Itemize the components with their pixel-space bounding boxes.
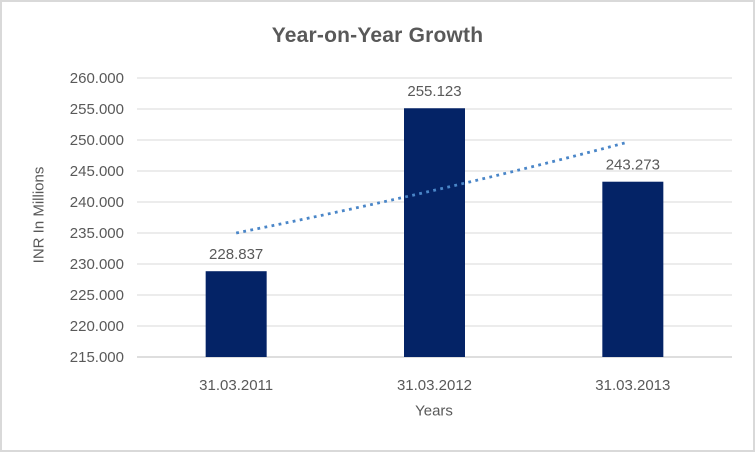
bar-data-label: 243.273 bbox=[606, 157, 660, 174]
y-tick-label: 240.000 bbox=[70, 194, 124, 211]
bar-data-label: 228.837 bbox=[209, 246, 263, 263]
y-tick-label: 245.000 bbox=[70, 163, 124, 180]
y-tick-label: 225.000 bbox=[70, 287, 124, 304]
x-category-label: 31.03.2013 bbox=[595, 377, 670, 394]
bar bbox=[404, 108, 465, 357]
y-tick-label: 230.000 bbox=[70, 256, 124, 273]
x-category-label: 31.03.2011 bbox=[199, 377, 273, 394]
y-tick-label: 260.000 bbox=[70, 70, 124, 87]
y-tick-label: 220.000 bbox=[70, 318, 124, 335]
trendline bbox=[235, 140, 630, 235]
y-tick-label: 250.000 bbox=[70, 132, 124, 149]
x-axis-title: Years bbox=[415, 402, 453, 420]
y-tick-label: 235.000 bbox=[70, 225, 124, 242]
x-category-label: 31.03.2012 bbox=[397, 377, 472, 394]
y-tick-label: 255.000 bbox=[70, 101, 124, 118]
chart-title: Year-on-Year Growth bbox=[271, 24, 484, 47]
bar-data-label: 255.123 bbox=[407, 83, 461, 100]
bar bbox=[602, 181, 664, 357]
bar bbox=[205, 271, 267, 357]
y-tick-label: 215.000 bbox=[70, 349, 124, 366]
